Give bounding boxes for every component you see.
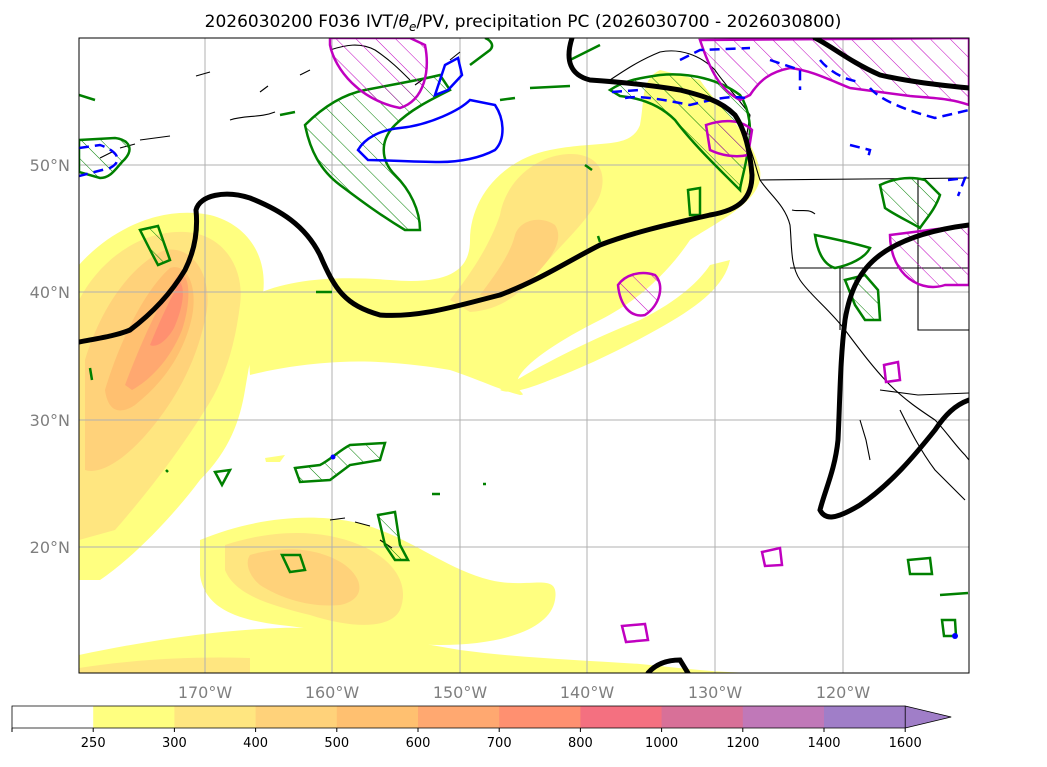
colorbar-tick-label: 800 [568,736,593,751]
colorbar-extend-arrow [904,705,952,729]
lat-label: 20°N [30,538,70,557]
chart-title: 2026030200 F036 IVT/θe/PV, precipitation… [205,12,842,34]
colorbar-swatch [174,706,257,728]
colorbar-swatch [255,706,338,728]
latitude-labels: 50°N 40°N 30°N 20°N [30,156,70,557]
colorbar-frame [11,705,906,729]
ivt-shading [79,70,761,673]
colorbar-swatch [499,706,581,728]
pv-contour [79,38,969,673]
colorbar-swatch [93,706,175,728]
colorbar-swatch [742,706,825,728]
marker-point [330,454,336,460]
lon-label: 140°W [560,683,615,702]
colorbar-tick-label: 700 [487,736,512,751]
negative-anomaly-contours [79,46,969,197]
colorbar-tick-label: 1200 [726,736,759,751]
colorbar-swatch [336,706,419,728]
lon-label: 150°W [433,683,488,702]
colorbar-tick-label: 1000 [645,736,678,751]
lon-label: 160°W [305,683,360,702]
map-frame [78,37,970,674]
colorbar-tick-label: 600 [406,736,431,751]
lon-label: 120°W [816,683,871,702]
colorbar-tick-label: 250 [81,736,106,751]
colorbar-tick-label: 1600 [889,736,922,751]
colorbar-swatch [418,706,500,728]
colorbar-swatch [12,706,94,728]
colorbar-swatch [824,706,906,728]
lon-label: 170°W [178,683,233,702]
colorbar-tick-label: 500 [324,736,349,751]
lat-label: 30°N [30,411,70,430]
map-area [79,38,969,673]
colorbar: 250 300 400 500 600 700 800 1000 1200 1400 1600 [11,705,952,751]
colorbar-tick-label: 300 [162,736,187,751]
longitude-labels: 170°W 160°W 150°W 140°W 130°W 120°W [178,683,871,702]
colorbar-tick-label: 400 [243,736,268,751]
lon-label: 130°W [688,683,743,702]
colorbar-swatch [661,706,744,728]
lat-label: 50°N [30,156,70,175]
colorbar-tick-label: 1400 [807,736,840,751]
lat-label: 40°N [30,283,70,302]
marker-point [952,633,958,639]
colorbar-swatch [580,706,663,728]
